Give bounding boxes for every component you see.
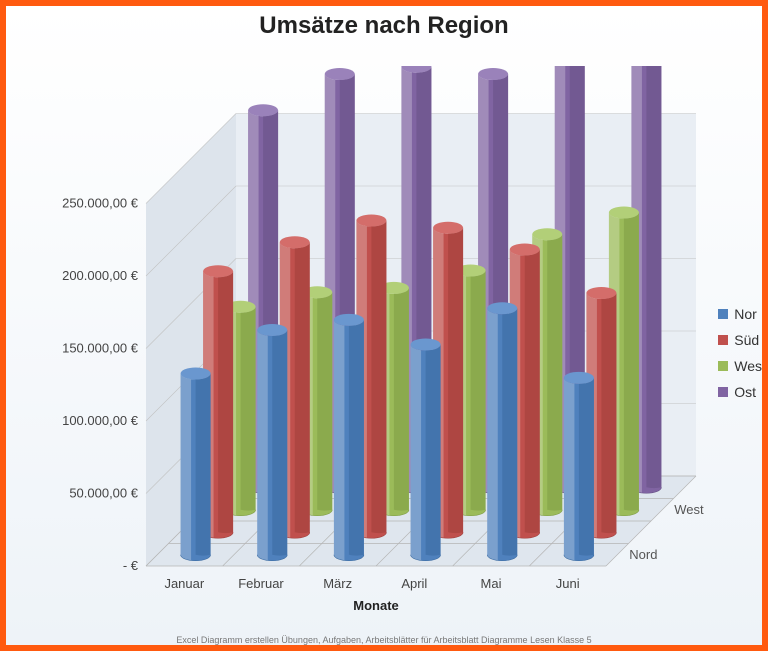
legend-item-west: Wes: [718, 358, 762, 374]
x-axis-title: Monate: [353, 598, 399, 613]
chart-title: Umsätze nach Region: [6, 12, 762, 40]
legend-swatch: [718, 309, 728, 319]
x-tick-label: Juni: [556, 576, 580, 591]
legend-swatch: [718, 361, 728, 371]
legend-swatch: [718, 335, 728, 345]
y-tick-label: 100.000,00 €: [62, 413, 139, 428]
bar-cylinder: [487, 302, 517, 560]
legend-label: Ost: [734, 384, 756, 400]
chart-frame: Umsätze nach Region Nor Süd Wes Ost - € 50.0…: [0, 0, 768, 651]
bar-cylinder: [411, 339, 441, 561]
y-tick-label: 250.000,00 €: [62, 196, 139, 211]
legend-item-ost: Ost: [718, 384, 762, 400]
x-tick-label: März: [323, 576, 352, 591]
x-tick-label: Januar: [164, 576, 204, 591]
legend-label: Wes: [734, 358, 762, 374]
legend-label: Nor: [734, 306, 757, 322]
bar-cylinder: [181, 368, 211, 561]
chart-svg: - € 50.000,00 € 100.000,00 € 150.000,00 € 20…: [26, 66, 706, 626]
depth-axis-label: Nord: [629, 547, 657, 562]
x-tick-label: Mai: [481, 576, 502, 591]
y-tick-label: 50.000,00 €: [69, 486, 138, 501]
legend-label: Süd: [734, 332, 759, 348]
image-caption: Excel Diagramm erstellen Übungen, Aufgab…: [6, 634, 762, 645]
bar-cylinder: [564, 372, 594, 561]
bar-cylinder: [334, 314, 364, 561]
legend-item-nord: Nor: [718, 306, 762, 322]
y-tick-label: 200.000,00 €: [62, 268, 139, 283]
legend: Nor Süd Wes Ost: [718, 306, 762, 410]
x-tick-label: Februar: [238, 576, 284, 591]
legend-item-süd: Süd: [718, 332, 762, 348]
plot-area: - € 50.000,00 € 100.000,00 € 150.000,00 € 20…: [26, 66, 706, 626]
y-tick-label: 150.000,00 €: [62, 341, 139, 356]
legend-swatch: [718, 387, 728, 397]
depth-axis-label: West: [674, 502, 704, 517]
x-tick-label: April: [401, 576, 427, 591]
y-tick-label: - €: [123, 558, 139, 573]
bar-cylinder: [257, 324, 287, 561]
